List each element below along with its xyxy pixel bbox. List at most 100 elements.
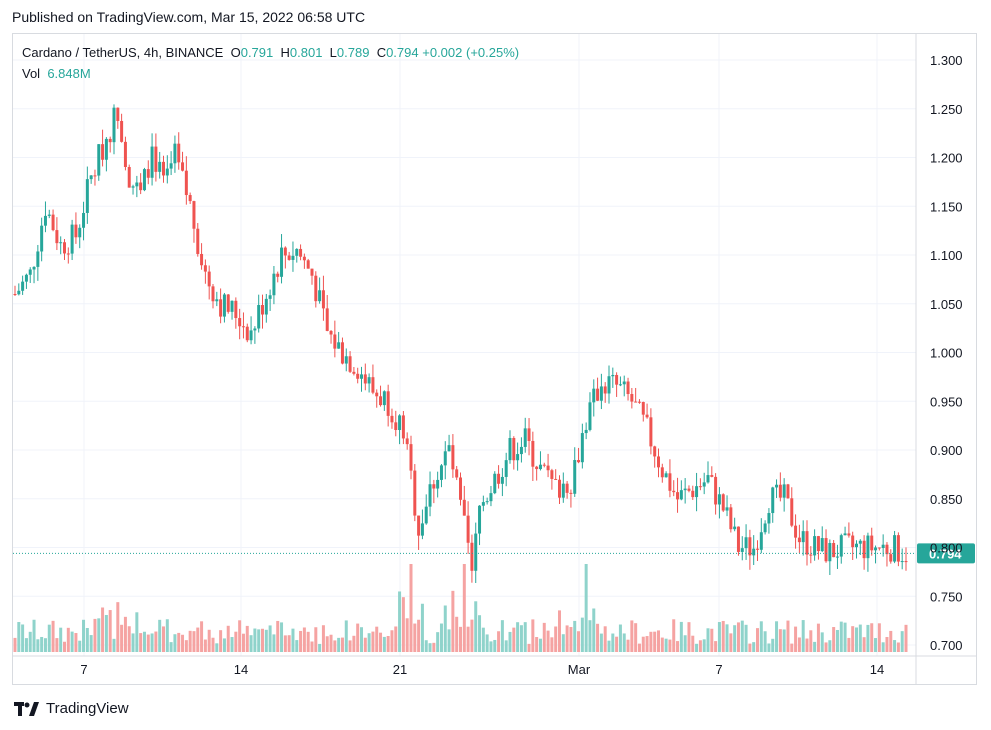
candle — [565, 481, 569, 499]
grid-lines — [13, 34, 916, 656]
candle — [759, 518, 763, 554]
volume-bar — [893, 640, 897, 652]
candle — [611, 367, 615, 388]
volume-bar — [222, 638, 226, 652]
candle — [828, 539, 832, 575]
volume-bar — [82, 619, 86, 652]
volume-bar — [523, 622, 527, 652]
volume-bar — [516, 622, 520, 652]
candle — [618, 376, 622, 387]
candle — [687, 485, 691, 493]
candle — [302, 253, 306, 269]
price-tick-label: 0.700 — [930, 638, 963, 653]
candle — [866, 532, 870, 572]
volume-bar — [481, 627, 485, 652]
volume-bar — [314, 627, 318, 652]
candle — [184, 156, 188, 205]
candle — [40, 217, 44, 262]
candle — [192, 200, 196, 243]
volume-bar — [637, 643, 641, 652]
candle — [641, 401, 645, 422]
volume-bar — [839, 621, 843, 652]
tradingview-logo[interactable]: TradingView — [14, 700, 129, 717]
candle — [748, 529, 752, 570]
volume-bar — [603, 626, 607, 652]
candle — [234, 297, 238, 329]
volume-bar — [725, 624, 729, 652]
price-tick-label: 0.950 — [930, 394, 963, 409]
volume-bar — [577, 631, 581, 652]
candle — [767, 508, 771, 534]
candle — [32, 266, 36, 284]
volume-bar — [390, 630, 394, 652]
volume-bar — [729, 633, 733, 652]
volume-bar — [28, 631, 32, 652]
candle — [790, 487, 794, 528]
volume-bar — [592, 608, 596, 652]
candle — [855, 540, 858, 559]
volume-bar — [325, 636, 329, 652]
volume-bar — [858, 624, 862, 652]
volume-bar — [851, 626, 855, 652]
volume-bar — [200, 621, 204, 652]
candle — [714, 473, 718, 515]
candle — [797, 524, 801, 554]
volume-bar — [47, 624, 51, 652]
candle — [474, 522, 478, 584]
last-price-line: 0.794 — [13, 543, 975, 564]
candle — [706, 461, 710, 484]
volume-bar — [615, 636, 619, 652]
candle — [413, 464, 417, 522]
brand-name: TradingView — [46, 700, 129, 717]
price-tick-label: 1.250 — [930, 102, 963, 117]
volume-bar — [439, 623, 443, 652]
volume-bar — [599, 633, 603, 652]
candle — [116, 107, 120, 129]
volume-bar — [272, 634, 276, 652]
candle — [154, 133, 158, 182]
candle — [698, 478, 702, 491]
candle — [230, 300, 234, 320]
change-value: +0.002 (+0.25%) — [422, 45, 520, 60]
volume-bar — [561, 634, 565, 652]
candle — [24, 273, 28, 289]
volume-bar — [763, 631, 767, 652]
candle — [405, 432, 409, 450]
candle — [805, 520, 809, 566]
volume-bar — [59, 627, 63, 652]
candle — [466, 501, 470, 554]
candle — [603, 382, 607, 403]
candle — [893, 530, 897, 564]
volume-bar — [21, 624, 25, 652]
candle — [683, 478, 687, 504]
volume-bars — [13, 564, 908, 652]
candle — [672, 480, 676, 497]
candle — [63, 238, 66, 261]
volume-bar — [226, 625, 230, 652]
volume-bar — [104, 614, 108, 652]
last-price-tag: 0.794 — [917, 543, 975, 564]
volume-bar — [809, 630, 813, 652]
candle — [108, 136, 112, 153]
volume-bar — [363, 637, 367, 652]
candle — [222, 292, 226, 323]
candle — [896, 532, 900, 567]
volume-bar — [169, 642, 173, 652]
candle — [70, 219, 74, 261]
volume-bar — [466, 626, 470, 652]
volume-bar — [207, 629, 211, 652]
volume-bar — [424, 640, 428, 652]
candle — [257, 294, 261, 333]
volume-bar — [196, 627, 200, 652]
volume-bar — [733, 625, 737, 652]
candle — [900, 548, 904, 570]
volume-bar — [740, 620, 744, 652]
volume-bar — [32, 619, 36, 652]
volume-bar — [78, 640, 82, 652]
volume-bar — [211, 637, 215, 652]
volume-bar — [538, 638, 542, 652]
candle — [702, 472, 706, 495]
price-tick-label: 0.750 — [930, 589, 963, 604]
candle — [420, 509, 424, 540]
